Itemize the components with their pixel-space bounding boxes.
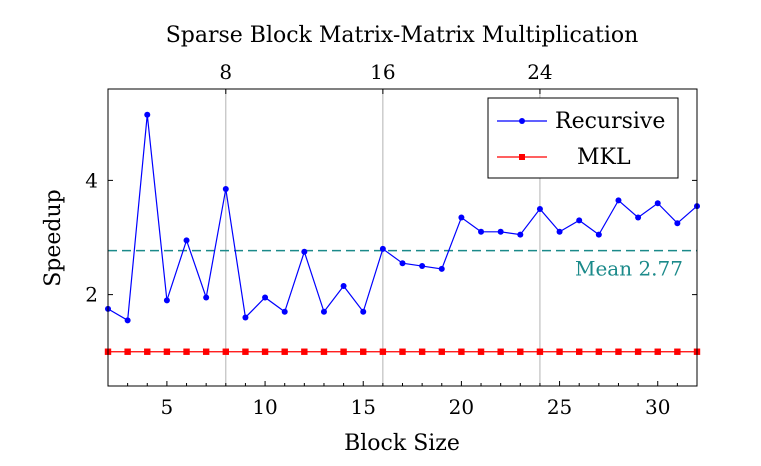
point-mkl-8 <box>222 348 229 355</box>
point-recursive-25 <box>556 228 563 235</box>
point-mkl-26 <box>576 348 583 355</box>
point-recursive-6 <box>183 237 190 244</box>
point-mkl-30 <box>654 348 661 355</box>
point-mkl-13 <box>320 348 328 355</box>
point-recursive-13 <box>320 308 327 315</box>
x-tick-label-25: 25 <box>547 395 572 419</box>
legend-label-recursive: Recursive <box>555 109 665 134</box>
legend: Recursive MKL <box>487 97 679 179</box>
x-top-tick-label-16: 16 <box>370 60 395 84</box>
point-recursive-17 <box>399 260 406 267</box>
legend-label-mkl: MKL <box>577 145 631 170</box>
x-tick-label-10: 10 <box>252 395 277 419</box>
point-mkl-14 <box>340 348 347 355</box>
point-recursive-31 <box>674 220 681 227</box>
point-mkl-17 <box>399 348 406 355</box>
point-mkl-23 <box>517 348 524 355</box>
point-recursive-19 <box>438 265 445 272</box>
point-mkl-15 <box>360 348 367 355</box>
point-mkl-28 <box>615 348 622 355</box>
point-mkl-7 <box>202 348 210 355</box>
point-recursive-8 <box>222 185 229 192</box>
point-mkl-31 <box>674 348 681 355</box>
legend-marker-recursive <box>519 118 525 124</box>
x-tick-label-5: 5 <box>161 395 174 419</box>
point-mkl-5 <box>163 348 171 355</box>
point-mkl-12 <box>301 348 308 355</box>
point-recursive-23 <box>517 231 524 238</box>
point-mkl-9 <box>242 348 249 355</box>
x-axis-label: Block Size <box>344 431 460 456</box>
point-mkl-22 <box>497 348 504 355</box>
series-group <box>104 111 701 355</box>
point-mkl-18 <box>418 348 426 355</box>
point-mkl-21 <box>477 348 485 355</box>
x-top-tick-label-8: 8 <box>219 60 232 84</box>
y-axis-label: Speedup <box>41 189 66 287</box>
point-mkl-25 <box>556 348 563 355</box>
legend-marker-mkl <box>519 154 525 160</box>
point-recursive-16 <box>379 245 386 252</box>
y-tick-label-4: 4 <box>85 168 98 192</box>
point-recursive-10 <box>262 294 269 301</box>
x-tick-label-15: 15 <box>351 395 376 419</box>
point-recursive-22 <box>497 228 504 235</box>
y-tick-label-2: 2 <box>85 283 98 307</box>
point-recursive-4 <box>144 111 151 118</box>
x-top-tick-label-24: 24 <box>527 60 552 84</box>
point-mkl-16 <box>379 348 387 355</box>
mean-line-group: Mean 2.77 <box>108 249 697 281</box>
point-recursive-11 <box>281 308 288 315</box>
point-mkl-11 <box>281 348 288 355</box>
point-recursive-29 <box>635 214 642 221</box>
x-tick-label-30: 30 <box>645 395 670 419</box>
point-recursive-15 <box>360 308 367 315</box>
point-recursive-21 <box>478 228 485 235</box>
point-mkl-20 <box>458 348 465 355</box>
x-tick-label-20: 20 <box>449 395 474 419</box>
point-recursive-7 <box>203 294 210 301</box>
chart-title: Sparse Block Matrix-Matrix Multiplicatio… <box>166 23 639 48</box>
legend-box <box>487 97 679 179</box>
point-mkl-29 <box>634 348 642 355</box>
point-recursive-12 <box>301 248 308 255</box>
point-recursive-18 <box>419 263 426 270</box>
point-mkl-3 <box>124 348 131 355</box>
point-recursive-27 <box>595 231 602 238</box>
point-recursive-14 <box>340 283 347 290</box>
point-mkl-4 <box>144 348 151 355</box>
point-recursive-9 <box>242 314 249 321</box>
point-recursive-5 <box>163 297 170 304</box>
mean-label: Mean 2.77 <box>575 257 683 281</box>
point-recursive-3 <box>124 317 131 324</box>
point-mkl-6 <box>183 348 190 355</box>
point-mkl-19 <box>438 348 445 355</box>
point-recursive-28 <box>615 197 622 204</box>
point-recursive-20 <box>458 214 465 221</box>
point-mkl-27 <box>595 348 603 355</box>
point-recursive-30 <box>654 200 661 207</box>
point-mkl-24 <box>536 348 544 355</box>
point-recursive-24 <box>536 205 543 212</box>
point-recursive-26 <box>576 217 583 224</box>
point-mkl-10 <box>261 348 269 355</box>
